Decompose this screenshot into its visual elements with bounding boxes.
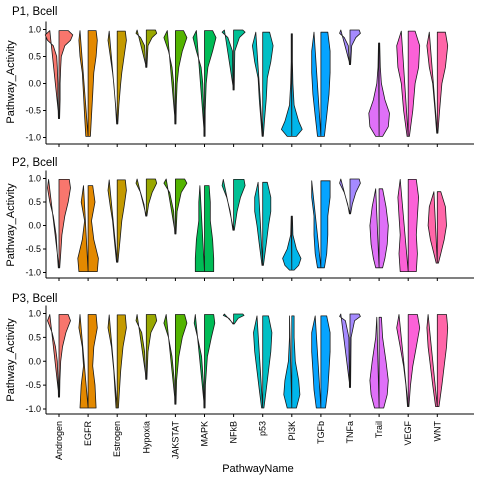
y-tick-label: 1.0 xyxy=(28,25,41,35)
y-tick-label: 0.0 xyxy=(28,356,41,366)
y-tick-label: 0.5 xyxy=(28,197,41,207)
violin-jakstat xyxy=(163,30,188,125)
x-tick-label: EGFR xyxy=(83,421,93,447)
violin-estrogen xyxy=(107,179,127,263)
violin-pi3k xyxy=(282,215,302,271)
panel-title: P3, Bcell xyxy=(12,293,57,305)
x-tick-label: TNFa xyxy=(345,421,355,444)
y-tick-label: -1.0 xyxy=(25,133,41,143)
y-tick-label: 0.5 xyxy=(28,52,41,62)
panel-3: P3, Bcell -1.0 -0.5 0.0 0.5 1.0 Androgen EGFR Es… xyxy=(12,293,474,460)
violin-vegf xyxy=(397,179,419,272)
violin-egfr xyxy=(77,185,99,272)
x-tick-label: Trail xyxy=(374,421,384,438)
y-axis-label-panel-1: Pathway_Activity xyxy=(5,40,17,124)
panel-title: P1, Bcell xyxy=(12,6,57,18)
violin-wnt xyxy=(427,191,447,264)
violin-trail xyxy=(369,316,389,409)
violin-tgfb xyxy=(311,31,331,137)
x-tick-label: MAPK xyxy=(200,421,210,447)
violin-nfkb xyxy=(221,179,246,231)
violin-jakstat xyxy=(163,314,188,405)
x-tick-label: Hypoxia xyxy=(141,421,151,454)
violin-egfr xyxy=(78,30,98,137)
panel-2: P2, Bcell -1.0 -0.5 0.0 0.5 1.0 xyxy=(12,157,474,281)
x-tick-label: VEGF xyxy=(403,421,413,446)
x-tick-label: PI3K xyxy=(287,421,297,441)
y-tick-label: -0.5 xyxy=(25,380,41,390)
violin-egfr xyxy=(78,314,98,409)
violin-tnfa xyxy=(339,313,361,388)
y-tick-label: 0.0 xyxy=(28,79,41,89)
x-tick-label: Androgen xyxy=(54,421,64,460)
y-tick-label: 0.5 xyxy=(28,332,41,342)
violin-estrogen xyxy=(107,314,127,409)
violin-tnfa xyxy=(339,29,361,65)
violin-p53 xyxy=(254,181,272,266)
violin-p53 xyxy=(253,315,273,409)
x-tick-label: WNT xyxy=(432,421,442,442)
x-tick-label: p53 xyxy=(258,421,268,436)
y-axis-label-panel-2: Pathway_Activity xyxy=(5,183,17,267)
violin-pi3k xyxy=(283,315,301,409)
y-tick-label: 0.0 xyxy=(28,221,41,231)
y-tick-label: -1.0 xyxy=(25,404,41,414)
violin-hypoxia xyxy=(135,314,158,380)
violin-vegf xyxy=(396,314,421,407)
x-tick-label: TGFb xyxy=(316,421,326,444)
violin-p53 xyxy=(252,31,274,137)
y-tick-label: -0.5 xyxy=(25,244,41,254)
violin-nfkb xyxy=(222,313,245,325)
x-tick-label: Estrogen xyxy=(112,421,122,457)
violin-wnt xyxy=(426,31,449,134)
x-tick-label: NFkB xyxy=(229,421,239,444)
violin-trail xyxy=(369,188,389,269)
panel-1: P1, Bcell -1.0 -0.5 0.0 0.5 1.0 xyxy=(12,6,474,147)
violin-nfkb xyxy=(221,29,246,91)
violin-hypoxia xyxy=(135,29,158,68)
violin-estrogen xyxy=(107,30,127,125)
violin-tnfa xyxy=(339,178,361,215)
violin-androgen xyxy=(47,179,71,269)
y-tick-label: 1.0 xyxy=(28,309,41,319)
violin-mapk xyxy=(192,30,217,137)
violin-jakstat xyxy=(163,178,188,235)
violin-tgfb xyxy=(311,315,331,409)
y-axis-label-panel-3: Pathway_Activity xyxy=(5,318,17,402)
violin-pi3k xyxy=(281,33,303,137)
violin-mapk xyxy=(194,185,215,272)
panels-group: P1, Bcell -1.0 -0.5 0.0 0.5 1.0 P2, Bcell -1.0 -… xyxy=(12,6,474,460)
panel-title: P2, Bcell xyxy=(12,157,57,169)
x-tick-label: JAKSTAT xyxy=(170,420,180,459)
y-tick-label: -1.0 xyxy=(25,268,41,278)
violin-mapk xyxy=(193,314,216,409)
y-tick-label: 1.0 xyxy=(28,174,41,184)
violin-vegf xyxy=(396,30,421,137)
violin-hypoxia xyxy=(135,178,158,217)
violin-androgen xyxy=(47,314,71,398)
violin-tgfb xyxy=(311,180,331,269)
x-axis-label: PathwayName xyxy=(222,463,294,475)
violin-androgen xyxy=(44,30,74,119)
violin-trail xyxy=(368,42,390,137)
violin-wnt xyxy=(426,314,449,407)
y-tick-label: -0.5 xyxy=(25,106,41,116)
